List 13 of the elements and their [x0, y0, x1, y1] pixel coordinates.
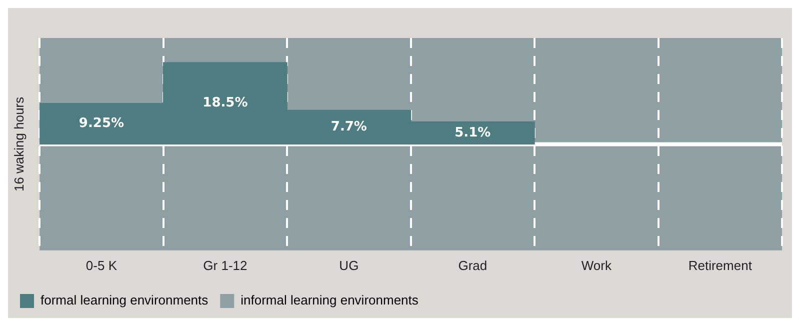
x-tick-label: 0-5 K [86, 258, 118, 273]
x-tick-label: Gr 1-12 [203, 258, 248, 273]
x-tick-label: Grad [458, 258, 488, 273]
y-axis-title: 16 waking hours [11, 96, 26, 192]
data-label: 18.5% [202, 96, 248, 111]
x-tick-label: UG [339, 258, 359, 273]
data-label: 9.25% [78, 116, 124, 132]
legend-label: informal learning environments [240, 292, 419, 308]
data-label: 5.1% [454, 125, 491, 140]
x-tick-label: Work [581, 258, 612, 273]
legend-label: formal learning environments [40, 292, 209, 308]
data-label: 7.7% [330, 120, 367, 135]
x-tick-label: Retirement [688, 258, 752, 273]
